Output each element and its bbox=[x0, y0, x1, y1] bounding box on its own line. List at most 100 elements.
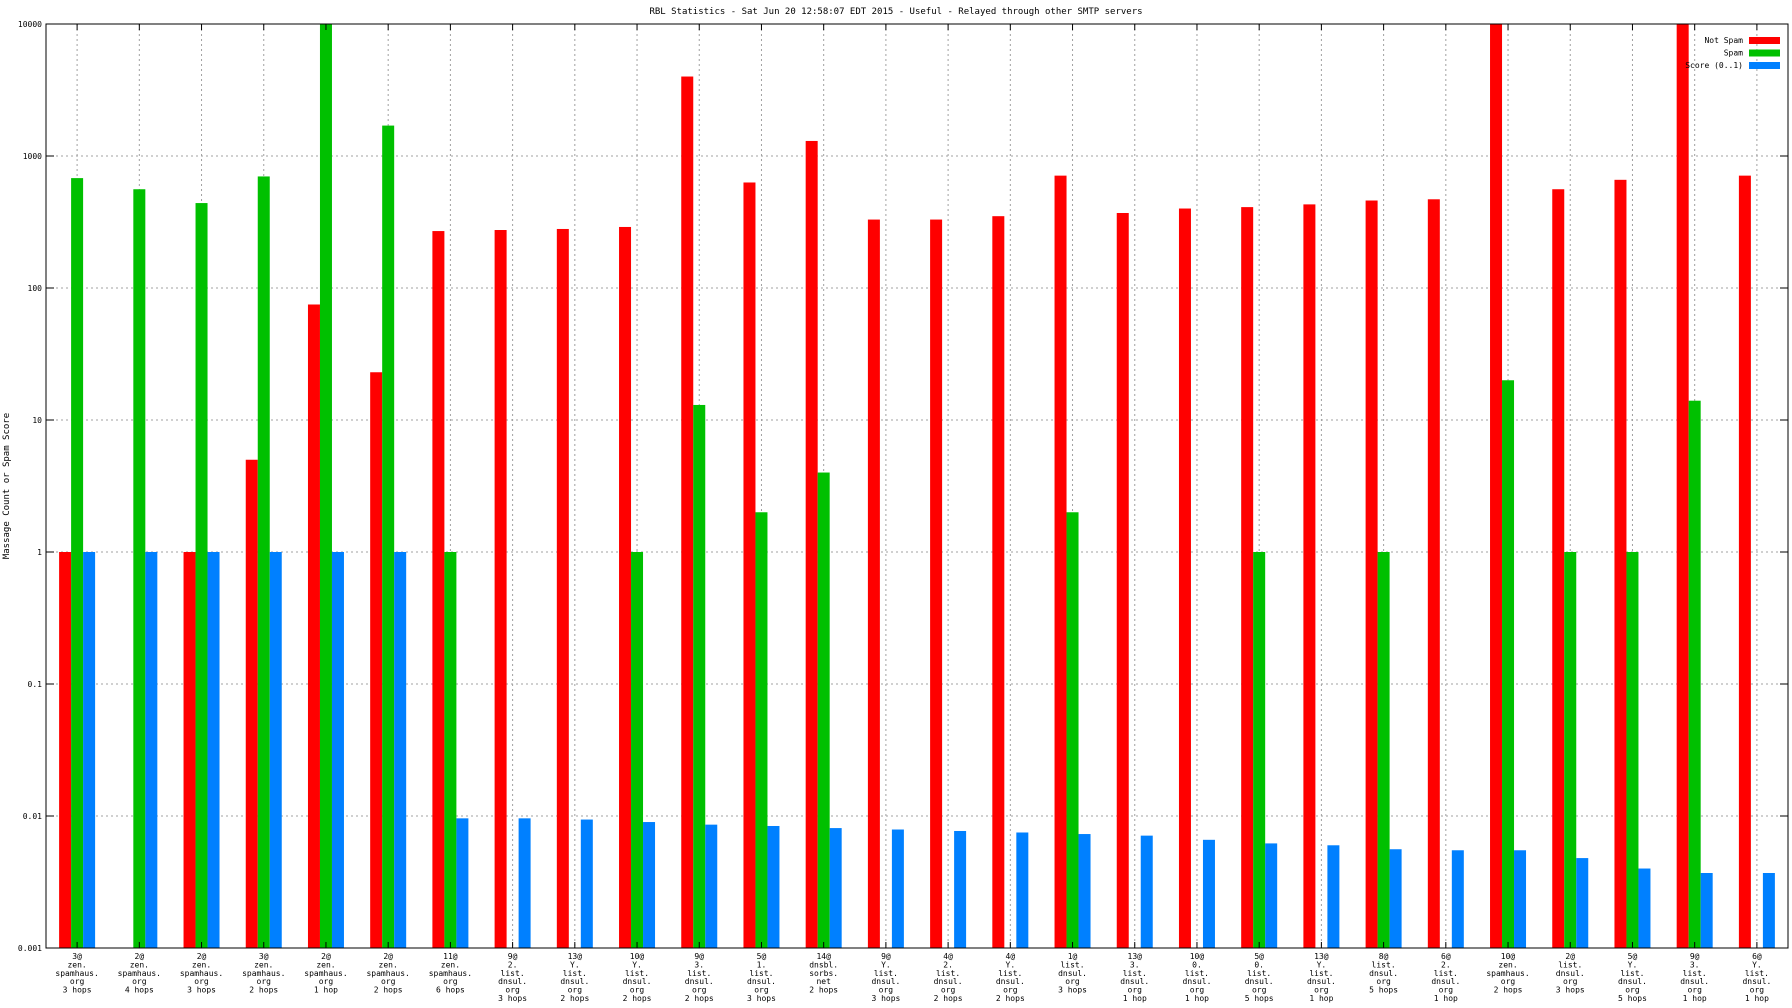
x-tick-label: 9@ Y. list. dnsul. org 3 hops bbox=[871, 952, 900, 1003]
x-tick-label-line: dnsul. bbox=[1742, 977, 1771, 986]
x-tick-label-line: list. bbox=[1558, 960, 1582, 969]
x-tick-label-line: list. bbox=[1683, 969, 1707, 978]
bar-not-spam bbox=[432, 231, 445, 948]
x-tick-label-line: 13@ bbox=[568, 952, 583, 961]
x-tick-label: 9@ 3. list. dnsul. org 1 hop bbox=[1680, 952, 1709, 1003]
x-tick-label-line: 5@ bbox=[1628, 952, 1638, 961]
x-tick-label-line: zen. bbox=[67, 960, 86, 969]
x-tick-label-line: dnsul. bbox=[1120, 977, 1149, 986]
x-tick-label: 13@ 3. list. dnsul. org 1 hop bbox=[1120, 952, 1149, 1003]
x-tick-label-line: 3@ bbox=[259, 952, 269, 961]
x-tick-label-line: Y. bbox=[881, 960, 891, 969]
legend-label: Not Spam bbox=[1704, 36, 1743, 45]
x-tick-label: 10@ 0. list. dnsul. org 1 hop bbox=[1183, 952, 1212, 1003]
legend: Not Spam Spam Score (0..1) bbox=[1685, 36, 1780, 70]
x-tick-label-line: 1 hop bbox=[314, 986, 338, 995]
y-tick-label: 100 bbox=[28, 284, 43, 293]
bar-spam bbox=[1688, 400, 1701, 949]
x-tick-label-line: list. bbox=[1247, 969, 1271, 978]
x-tick-label: 6@ Y. list. dnsul. org 1 hop bbox=[1742, 952, 1771, 1003]
x-tick-label-line: list. bbox=[563, 969, 587, 978]
x-tick-label-line: dnsul. bbox=[934, 977, 963, 986]
bar-not-spam bbox=[1241, 207, 1254, 948]
x-tick-label-line: 0. bbox=[1192, 960, 1202, 969]
x-tick-label-line: Y. bbox=[1317, 960, 1327, 969]
x-tick-label-line: dnsul. bbox=[1556, 969, 1585, 978]
x-tick-label-line: dnsul. bbox=[498, 977, 527, 986]
bar-score-0-1 bbox=[518, 818, 531, 948]
x-tick-label-line: org bbox=[630, 986, 645, 995]
x-tick-label-line: dnsul. bbox=[1245, 977, 1274, 986]
x-tick-label-line: 2 hops bbox=[374, 986, 403, 995]
x-tick-label-line: dnsul. bbox=[1369, 969, 1398, 978]
x-tick-label-line: 1. bbox=[757, 960, 767, 969]
bar-spam bbox=[693, 404, 706, 948]
x-tick-label-line: 1 hop bbox=[1123, 994, 1147, 1003]
bar-score-0-1 bbox=[1016, 832, 1029, 948]
x-tick-label: 8@ list. dnsul. org 5 hops bbox=[1369, 952, 1398, 995]
x-tick-label-line: 2 hops bbox=[1494, 986, 1523, 995]
bar-not-spam bbox=[805, 140, 818, 948]
bar-score-0-1 bbox=[829, 828, 842, 948]
x-tick-label-line: dnsul. bbox=[996, 977, 1025, 986]
x-tick-label-line: org bbox=[1314, 986, 1329, 995]
x-tick-label-line: Y. bbox=[570, 960, 580, 969]
bar-score-0-1 bbox=[1576, 858, 1589, 948]
bar-spam bbox=[257, 176, 270, 949]
x-tick-label-line: 13@ bbox=[1128, 952, 1143, 961]
x-tick-label-line: org bbox=[1625, 986, 1640, 995]
x-tick-label-line: spamhaus. bbox=[429, 969, 472, 978]
x-tick-label-line: Y. bbox=[1628, 960, 1638, 969]
chart-title: RBL Statistics - Sat Jun 20 12:58:07 EDT… bbox=[649, 7, 1142, 17]
x-tick-label-line: 2. bbox=[1441, 960, 1451, 969]
x-tick-label-line: org bbox=[568, 986, 583, 995]
bar-not-spam bbox=[59, 552, 72, 948]
bars-layer bbox=[59, 24, 1775, 949]
x-tick-label-line: 3 hops bbox=[747, 994, 776, 1003]
bar-not-spam bbox=[1365, 200, 1378, 948]
x-tick-label-line: Y. bbox=[632, 960, 642, 969]
x-tick-label-line: dnsul. bbox=[623, 977, 652, 986]
x-tick-label: 4@ Y. list. dnsul. org 2 hops bbox=[996, 952, 1025, 1003]
x-tick-label-line: dnsul. bbox=[747, 977, 776, 986]
y-tick-label: 10000 bbox=[18, 20, 42, 29]
x-tick-label-line: list. bbox=[874, 969, 898, 978]
bar-spam bbox=[71, 178, 84, 948]
x-tick-label-line: list. bbox=[998, 969, 1022, 978]
bar-not-spam bbox=[1116, 212, 1129, 948]
x-tick-label-line: list. bbox=[1745, 969, 1769, 978]
x-tick-label-line: org bbox=[1439, 986, 1454, 995]
y-tick-label: 0.01 bbox=[23, 812, 42, 821]
x-tick-label: 2@ zen. spamhaus. org 3 hops bbox=[180, 952, 223, 995]
x-tick-label-line: 10@ bbox=[1501, 952, 1516, 961]
x-tick-label-line: list. bbox=[625, 969, 649, 978]
bar-not-spam bbox=[681, 76, 694, 949]
x-tick-label-line: org bbox=[1376, 977, 1391, 986]
bar-score-0-1 bbox=[456, 818, 469, 948]
x-tick-label-line: 2. bbox=[508, 960, 518, 969]
bar-not-spam bbox=[1738, 175, 1751, 948]
x-tick-label: 10@ zen. spamhaus. org 2 hops bbox=[1486, 952, 1529, 995]
x-tick-label-line: org bbox=[1190, 986, 1205, 995]
x-tick-label-line: org bbox=[1563, 977, 1578, 986]
x-tick-label-line: org bbox=[443, 977, 458, 986]
x-tick-label-line: spamhaus. bbox=[118, 969, 161, 978]
bar-score-0-1 bbox=[1514, 850, 1527, 948]
bar-score-0-1 bbox=[954, 830, 967, 948]
x-tick-label-line: 2 hops bbox=[809, 986, 838, 995]
x-tick-label-line: 2@ bbox=[135, 952, 145, 961]
x-tick-label-line: 0. bbox=[1254, 960, 1264, 969]
x-tick-label-line: org bbox=[1750, 986, 1765, 995]
x-tick-label: 9@ 2. list. dnsul. org 3 hops bbox=[498, 952, 527, 1003]
x-tick-label-line: org bbox=[194, 977, 209, 986]
x-tick-label-line: list. bbox=[1309, 969, 1333, 978]
x-tick-label-line: 4 hops bbox=[125, 986, 154, 995]
x-tick-label-line: org bbox=[1065, 977, 1080, 986]
x-tick-label-line: spamhaus. bbox=[304, 969, 347, 978]
bar-spam bbox=[755, 512, 768, 948]
x-tick-label-line: 3 hops bbox=[1058, 986, 1087, 995]
x-tick-label-line: 2@ bbox=[321, 952, 331, 961]
x-tick-label-line: zen. bbox=[254, 960, 273, 969]
bar-score-0-1 bbox=[1451, 850, 1464, 948]
